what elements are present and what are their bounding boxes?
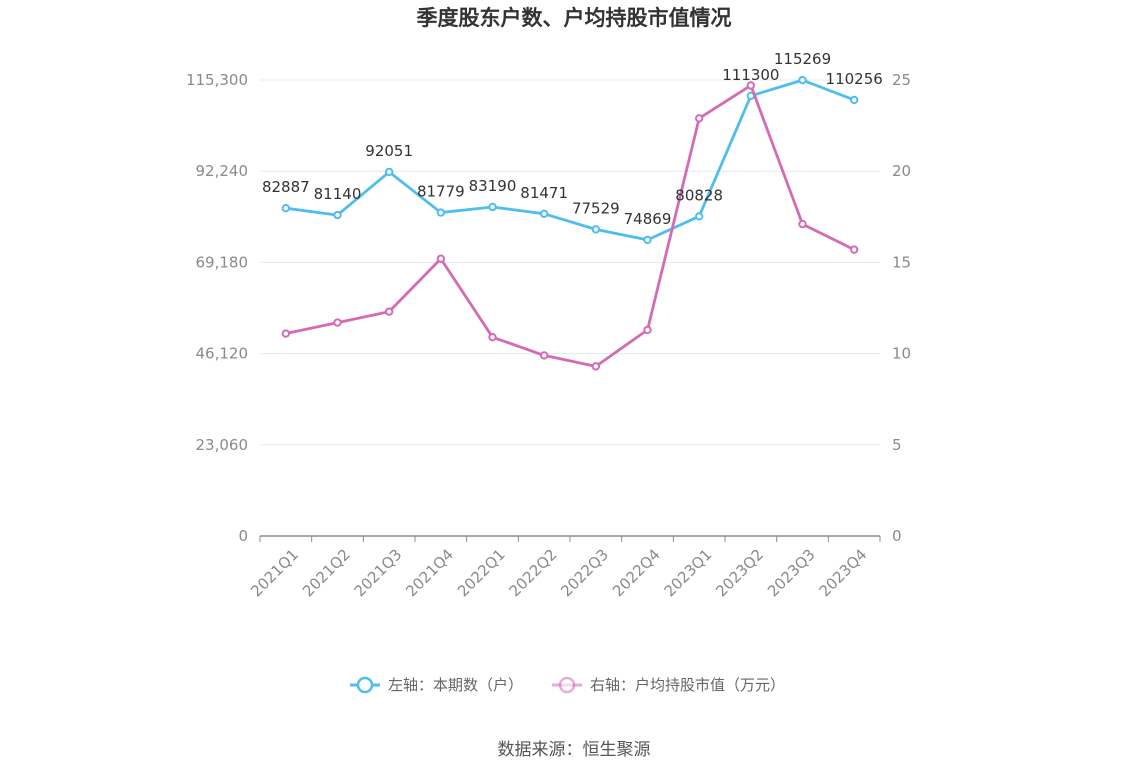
series-2-point: [281, 329, 291, 338]
series-1-point: [591, 225, 601, 234]
source-note: 数据来源：恒生聚源: [498, 740, 651, 760]
left-y-tick-label: 69,180: [196, 253, 249, 271]
data-label: 115269: [774, 50, 831, 68]
series-2-point: [539, 351, 549, 360]
right-y-tick-label: 0: [892, 527, 902, 545]
series-1-point: [436, 208, 446, 217]
series-2-point: [746, 81, 756, 90]
data-label: 77529: [572, 199, 620, 217]
series-line-2: [285, 84, 855, 368]
series-2-point: [694, 114, 704, 123]
x-tick-label: 2023Q4: [816, 546, 871, 601]
series-line-1: [285, 78, 855, 242]
legend-marker-1: [356, 676, 374, 694]
right-y-tick-label: 20: [892, 162, 911, 180]
right-y-tick-label: 5: [892, 436, 902, 454]
series-2-point: [849, 245, 859, 254]
series-2-point: [488, 332, 497, 342]
x-tick-label: 2022Q4: [609, 546, 664, 601]
data-label: 74869: [624, 210, 672, 228]
axes: 0 23,060 46,120 69,180 92,240 115,300 0 5 10 15 20…: [186, 71, 911, 600]
legend-marker-2: [558, 676, 576, 694]
legend: 左轴：本期数（户） 右轴：户均持股市值（万元）: [350, 676, 785, 694]
x-tick-label: 2023Q3: [764, 546, 819, 601]
legend-label-2: 右轴：户均持股市值（万元）: [590, 676, 785, 694]
left-y-tick-label: 0: [238, 527, 248, 545]
left-y-tick-label: 92,240: [196, 162, 249, 180]
series-1-point: [849, 95, 859, 105]
series-1-point: [798, 75, 807, 85]
legend-label-1: 左轴：本期数（户）: [388, 676, 523, 694]
x-tick-label: 2021Q3: [351, 546, 406, 601]
data-label: 81779: [417, 183, 465, 201]
series-layer: [281, 75, 859, 371]
left-y-tick-label: 115,300: [186, 71, 248, 89]
left-y-tick-label: 23,060: [196, 436, 249, 454]
series-2-point: [591, 362, 601, 371]
series-1-point: [539, 209, 549, 218]
data-label: 82887: [262, 178, 310, 196]
series-1-point: [384, 167, 394, 177]
series-2-point: [436, 254, 446, 263]
x-tick-label: 2021Q2: [299, 546, 354, 601]
series-1-point: [281, 203, 291, 213]
data-label: 81471: [520, 184, 568, 202]
right-y-tick-label: 25: [892, 71, 911, 89]
chart-title: 季度股东户数、户均持股市值情况: [417, 6, 732, 30]
series-2-point: [384, 307, 394, 316]
right-y-tick-label: 10: [892, 345, 911, 363]
data-label: 110256: [826, 70, 883, 88]
series-1-point: [694, 212, 704, 221]
data-label: 111300: [722, 66, 779, 84]
x-tick-label: 2021Q1: [247, 546, 302, 601]
data-label: 80828: [675, 186, 723, 204]
grid-lines: [260, 79, 880, 446]
x-tick-label: 2023Q2: [712, 546, 767, 601]
series-2-point: [333, 318, 342, 327]
series-2-point: [798, 219, 807, 229]
series-2-point: [643, 325, 652, 335]
x-tick-label: 2021Q4: [402, 546, 457, 601]
x-tick-label: 2022Q2: [506, 546, 561, 601]
x-tick-label: 2022Q3: [557, 546, 612, 601]
right-y-tick-label: 15: [892, 253, 911, 271]
data-label: 92051: [365, 142, 413, 160]
data-label: 83190: [469, 177, 517, 195]
left-y-tick-label: 46,120: [196, 345, 249, 363]
series-1-point: [488, 202, 497, 212]
x-tick-label: 2023Q1: [661, 546, 716, 601]
data-label: 81140: [314, 185, 362, 203]
data-labels: 82887 81140 92051 81779 83190 814717752974869…: [262, 50, 883, 228]
series-1-point: [643, 235, 652, 245]
x-tick-label: 2022Q1: [454, 546, 509, 601]
series-1-point: [333, 210, 342, 220]
